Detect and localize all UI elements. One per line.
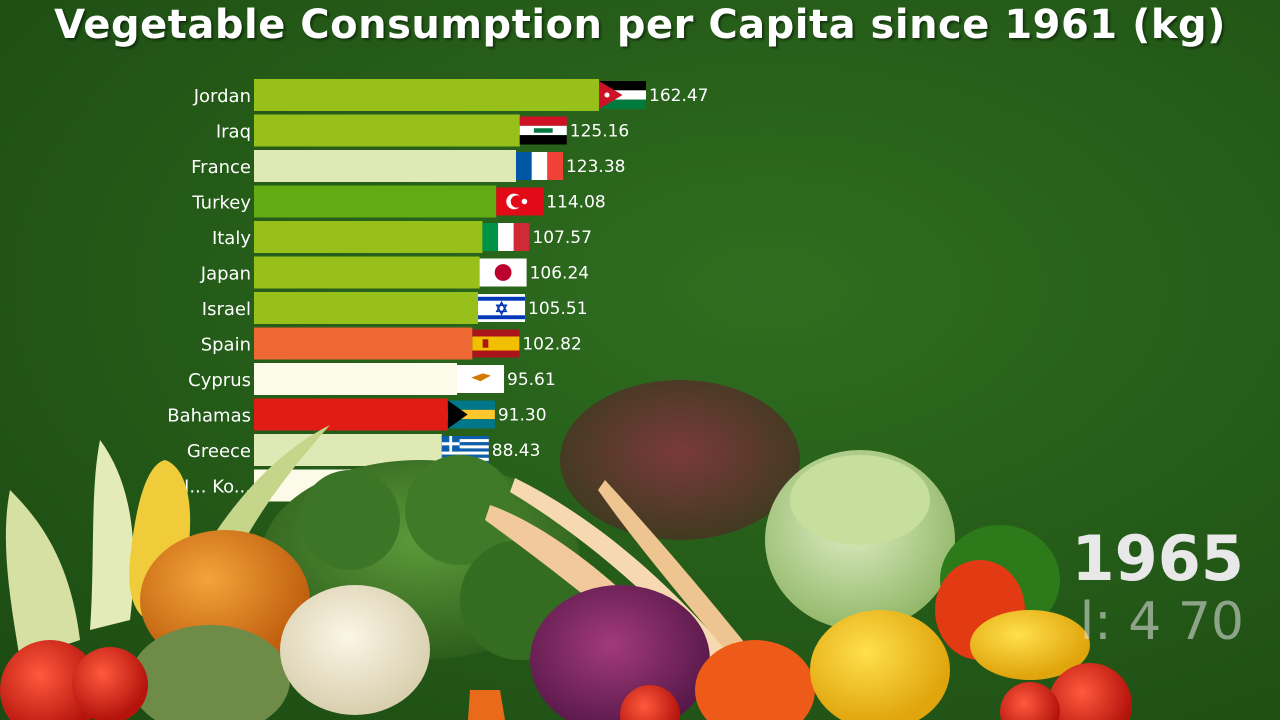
category-label: Italy xyxy=(212,228,251,249)
bar-jordan xyxy=(254,79,599,111)
value-label: 123.38 xyxy=(566,157,625,177)
category-label: Iraq xyxy=(216,122,251,143)
japan-flag-icon xyxy=(479,258,527,287)
value-label: 125.16 xyxy=(570,122,629,142)
bar-israel xyxy=(254,292,479,324)
greece-flag-icon xyxy=(441,436,489,464)
total-indicator: l: 4 70 xyxy=(1079,592,1244,652)
value-label: 107.57 xyxy=(532,228,591,248)
value-label: 88.43 xyxy=(492,441,541,461)
turkey-flag-icon xyxy=(496,187,544,216)
bar-cyprus xyxy=(254,363,458,395)
year-indicator: 1965 xyxy=(1071,522,1244,595)
value-label: 91.30 xyxy=(498,406,547,426)
bar-iraq xyxy=(254,114,520,147)
category-label: Greece xyxy=(187,441,251,462)
category-label: Bahamas xyxy=(167,406,251,427)
bar-france xyxy=(254,150,516,182)
category-label: Jordan xyxy=(193,86,251,107)
bar-italy xyxy=(254,221,483,253)
value-label: 95.61 xyxy=(507,370,556,390)
category-label: Japan xyxy=(200,264,251,285)
spain-flag-icon xyxy=(472,329,520,358)
korea-flag-icon xyxy=(439,471,487,500)
value-label: 162.47 xyxy=(649,86,708,106)
category-label: France xyxy=(191,157,251,178)
bar-japan xyxy=(254,256,480,289)
value-label: 102.82 xyxy=(522,335,581,355)
chart-title: Vegetable Consumption per Capita since 1… xyxy=(54,2,1226,48)
category-label: Turkey xyxy=(191,193,251,214)
bar-n-ko- xyxy=(254,469,440,502)
bar-spain xyxy=(254,327,473,360)
italy-flag-icon xyxy=(482,223,530,251)
category-label: Israel xyxy=(202,299,251,320)
value-label: 105.51 xyxy=(528,299,587,319)
israel-flag-icon xyxy=(478,294,526,322)
iraq-flag-icon xyxy=(519,116,567,145)
bar-turkey xyxy=(254,185,497,218)
category-label: Cyprus xyxy=(188,370,251,391)
value-label: 114.08 xyxy=(546,193,605,213)
category-label: N... Ko... xyxy=(176,477,251,498)
cyprus-flag-icon xyxy=(457,365,505,393)
france-flag-icon xyxy=(515,152,563,180)
jordan-flag-icon xyxy=(599,81,646,109)
value-label: 106.24 xyxy=(530,264,589,284)
bahamas-flag-icon xyxy=(447,400,495,429)
bar-greece xyxy=(254,434,442,466)
category-label: Spain xyxy=(201,335,251,356)
bar-bahamas xyxy=(254,398,448,431)
